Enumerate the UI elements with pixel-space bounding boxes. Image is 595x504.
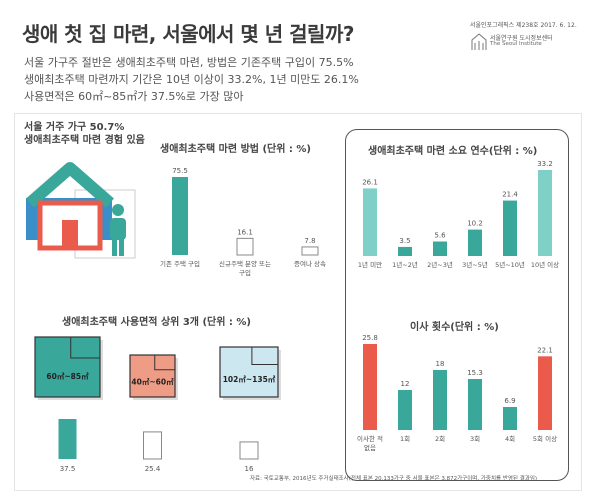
years-label-4: 5년~10년 bbox=[495, 260, 525, 269]
moves-bar-5 bbox=[538, 356, 552, 430]
page-title: 생애 첫 집 마련, 서울에서 몇 년 걸릴까? bbox=[22, 22, 354, 46]
area-plan-wall-0 bbox=[70, 337, 100, 359]
institute-name-en: The Seoul Institute bbox=[490, 41, 542, 47]
moves-value-4: 6.9 bbox=[504, 397, 515, 405]
moves-label-5: 5회 이상 bbox=[533, 434, 557, 443]
years-bar-2 bbox=[433, 241, 447, 256]
years-value-2: 5.6 bbox=[434, 231, 446, 239]
method-bar-2 bbox=[301, 246, 319, 256]
moves-bar-0 bbox=[363, 344, 377, 430]
method-value-1: 16.1 bbox=[237, 228, 253, 236]
issue-meta: 서울인포그래픽스 제238호 2017. 6. 12. bbox=[470, 22, 577, 29]
years-label-3: 3년~5년 bbox=[462, 260, 488, 269]
area-value-1: 25.4 bbox=[145, 465, 161, 473]
years-bar-0 bbox=[363, 188, 377, 256]
method-label-0: 기존 주택 구입 bbox=[160, 259, 200, 268]
moves-value-0: 25.8 bbox=[362, 334, 378, 342]
area-chart: 60㎡~85㎡ 37.5 40㎡~60㎡ 25.4 102㎡~135㎡ 16 bbox=[34, 336, 281, 473]
moves-bar-1 bbox=[398, 390, 412, 430]
moves-bar-3 bbox=[468, 379, 482, 430]
method-bar-0 bbox=[172, 177, 188, 255]
method-bar-1 bbox=[236, 237, 254, 256]
house-person-icon bbox=[26, 162, 136, 259]
years-bar-1 bbox=[398, 246, 412, 256]
house-caption: 서울 거주 가구 50.7% 생애최초주택 마련 경험 있음 bbox=[24, 121, 145, 147]
method-chart-title: 생애최초주택 마련 방법 (단위 : %) bbox=[160, 144, 311, 155]
house-caption-line-1: 서울 거주 가구 50.7% bbox=[24, 122, 125, 133]
institute-logo-icon bbox=[471, 33, 487, 50]
area-bar-0 bbox=[58, 419, 77, 459]
moves-label-1: 1회 bbox=[400, 435, 410, 443]
moves-bar-2 bbox=[433, 370, 447, 430]
area-plan-0 bbox=[34, 336, 101, 398]
years-bar-5 bbox=[538, 170, 552, 256]
area-label-0: 60㎡~85㎡ bbox=[46, 371, 89, 381]
institute-name: 서울연구원 도시정보센터 bbox=[490, 35, 553, 42]
years-label-5: 10년 이상 bbox=[531, 260, 559, 269]
moves-value-5: 22.1 bbox=[537, 346, 553, 354]
moves-label-3: 3회 bbox=[470, 435, 480, 443]
moves-label-2: 2회 bbox=[435, 435, 445, 443]
house-caption-line-2: 생애최초주택 마련 경험 있음 bbox=[24, 135, 145, 146]
area-value-2: 16 bbox=[245, 465, 254, 473]
moves-chart: 25.8 이사한 적없음 12 1회 18 2회 15.3 3회 6.9 4회 22.1 5회 이상 bbox=[357, 334, 557, 452]
moves-chart-title: 이사 횟수(단위 : %) bbox=[410, 322, 499, 333]
years-label-0: 1년 미만 bbox=[358, 260, 382, 269]
area-plan-1 bbox=[129, 354, 176, 398]
area-chart-title: 생애최초주택 사용면적 상위 3개 (단위 : %) bbox=[62, 317, 252, 328]
subtitle-3: 사용면적은 60㎡~85㎡가 37.5%로 가장 많아 bbox=[24, 90, 244, 103]
years-chart-title: 생애최초주택 마련 소요 연수(단위 : %) bbox=[368, 146, 538, 157]
years-value-5: 33.2 bbox=[537, 160, 553, 168]
years-bar-4 bbox=[503, 200, 517, 256]
area-bar-2 bbox=[239, 441, 259, 460]
years-label-2: 2년~3년 bbox=[427, 260, 453, 269]
method-label-1: 신규주택 분양 또는 bbox=[219, 259, 271, 268]
area-plan-wall-1 bbox=[154, 355, 175, 371]
moves-label-0: 이사한 적 bbox=[357, 434, 383, 443]
years-label-1: 1년~2년 bbox=[392, 260, 418, 269]
years-chart: 26.1 1년 미만 3.5 1년~2년 5.6 2년~3년 10.2 3년~5년 21.4 5년… bbox=[358, 160, 559, 269]
area-value-0: 37.5 bbox=[60, 465, 76, 473]
years-value-1: 3.5 bbox=[399, 237, 410, 245]
method-label-1-b: 구입 bbox=[239, 269, 251, 277]
subtitle-1: 서울 가구주 절반은 생애최초주택 마련, 방법은 기존주택 구입이 75.5% bbox=[24, 56, 354, 69]
area-label-1: 40㎡~60㎡ bbox=[131, 376, 174, 386]
moves-value-3: 15.3 bbox=[467, 369, 483, 377]
method-value-0: 75.5 bbox=[172, 167, 188, 175]
years-value-3: 10.2 bbox=[467, 220, 483, 228]
moves-value-1: 12 bbox=[401, 380, 410, 388]
subtitle-2: 생애최초주택 마련까지 기간은 10년 이상이 33.2%, 1년 미만도 26… bbox=[24, 73, 359, 86]
moves-bar-4 bbox=[503, 407, 517, 430]
area-plan-2 bbox=[219, 346, 279, 398]
source-footer: 자료: 국토교통부, 2016년도 주거실태조사(전체 표본 20,133가구 … bbox=[250, 476, 538, 482]
method-value-2: 7.8 bbox=[304, 237, 315, 245]
years-bar-3 bbox=[468, 229, 482, 256]
moves-label-4: 4회 bbox=[505, 435, 515, 443]
area-bar-1 bbox=[143, 431, 162, 460]
years-value-4: 21.4 bbox=[502, 191, 518, 199]
moves-label-0-b: 없음 bbox=[364, 444, 376, 452]
area-label-2: 102㎡~135㎡ bbox=[223, 374, 276, 384]
years-value-0: 26.1 bbox=[362, 178, 378, 186]
area-plan-wall-2 bbox=[251, 347, 278, 365]
right-panel bbox=[345, 129, 569, 481]
moves-value-2: 18 bbox=[436, 360, 445, 368]
method-label-2: 증여나 상속 bbox=[294, 259, 326, 268]
